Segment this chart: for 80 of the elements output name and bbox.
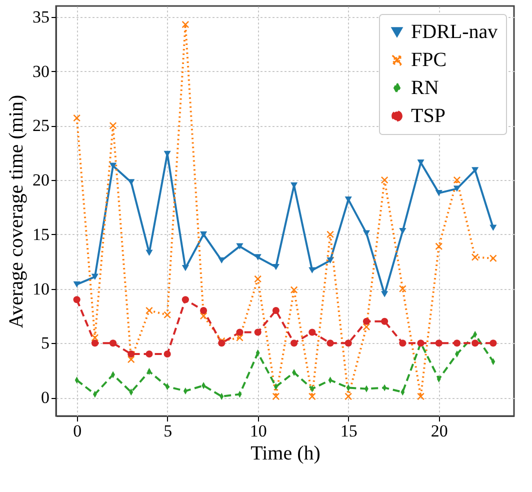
point (200, 306, 208, 314)
point (362, 230, 370, 236)
point (308, 328, 316, 336)
point (91, 340, 98, 347)
y-tick-label: 15 (32, 224, 50, 244)
point (399, 228, 406, 234)
y-tick-label: 0 (41, 388, 50, 408)
y-tick-label: 30 (32, 62, 50, 81)
point (272, 306, 280, 314)
point (362, 318, 370, 325)
legend-label: RN (411, 77, 439, 99)
point (182, 265, 189, 272)
y-tick-label: 5 (41, 334, 50, 353)
point (236, 328, 244, 336)
point (472, 167, 479, 174)
legend-label: TSP (411, 105, 446, 127)
y-tick-label: 35 (32, 7, 50, 26)
point (435, 242, 442, 250)
point (417, 392, 424, 400)
point (326, 257, 334, 264)
point (490, 254, 497, 262)
point (73, 296, 80, 304)
point (146, 350, 153, 358)
point (164, 350, 171, 358)
point (362, 323, 370, 330)
point (73, 114, 80, 122)
point (128, 179, 135, 186)
point (254, 328, 262, 336)
point (472, 254, 479, 261)
point (236, 243, 244, 250)
point (344, 196, 352, 203)
legend-label: FPC (411, 49, 447, 71)
point (326, 230, 334, 238)
point (326, 340, 334, 347)
point (146, 306, 153, 314)
point (272, 264, 280, 270)
point (218, 340, 226, 347)
point (146, 250, 153, 256)
x-tick-label: 10 (250, 422, 267, 440)
point (435, 190, 442, 196)
x-tick-label: 5 (164, 422, 172, 440)
point (290, 340, 298, 347)
point (128, 350, 135, 358)
x-axis-title: Time (h) (250, 442, 320, 464)
point (109, 340, 117, 347)
point (91, 334, 98, 342)
point (344, 392, 352, 400)
point (308, 267, 316, 274)
point (308, 392, 316, 400)
y-tick-label: 25 (32, 116, 50, 136)
point (200, 231, 208, 238)
point (381, 291, 388, 298)
point (164, 311, 171, 318)
point (490, 224, 497, 231)
point (109, 122, 117, 130)
x-tick-label: 0 (73, 422, 82, 440)
y-tick-label: 20 (32, 170, 50, 190)
point (399, 340, 406, 347)
point (73, 281, 80, 288)
point (453, 340, 461, 347)
point (254, 275, 262, 283)
point (344, 340, 352, 347)
point (254, 254, 262, 260)
point (182, 296, 189, 304)
point (272, 392, 280, 400)
point (453, 186, 461, 192)
y-tick-label: 10 (32, 279, 50, 298)
point (109, 162, 117, 169)
point (490, 340, 497, 347)
legend-label: FDRL-nav (411, 21, 498, 43)
point (218, 257, 226, 264)
point (381, 318, 388, 325)
point (290, 286, 298, 294)
point (472, 340, 479, 347)
y-axis-title: Average coverage time (min) (6, 94, 28, 328)
point (128, 356, 135, 363)
point (435, 340, 442, 347)
point (91, 274, 98, 280)
x-tick-label: 20 (430, 422, 448, 440)
x-tick-label: 15 (340, 422, 358, 440)
